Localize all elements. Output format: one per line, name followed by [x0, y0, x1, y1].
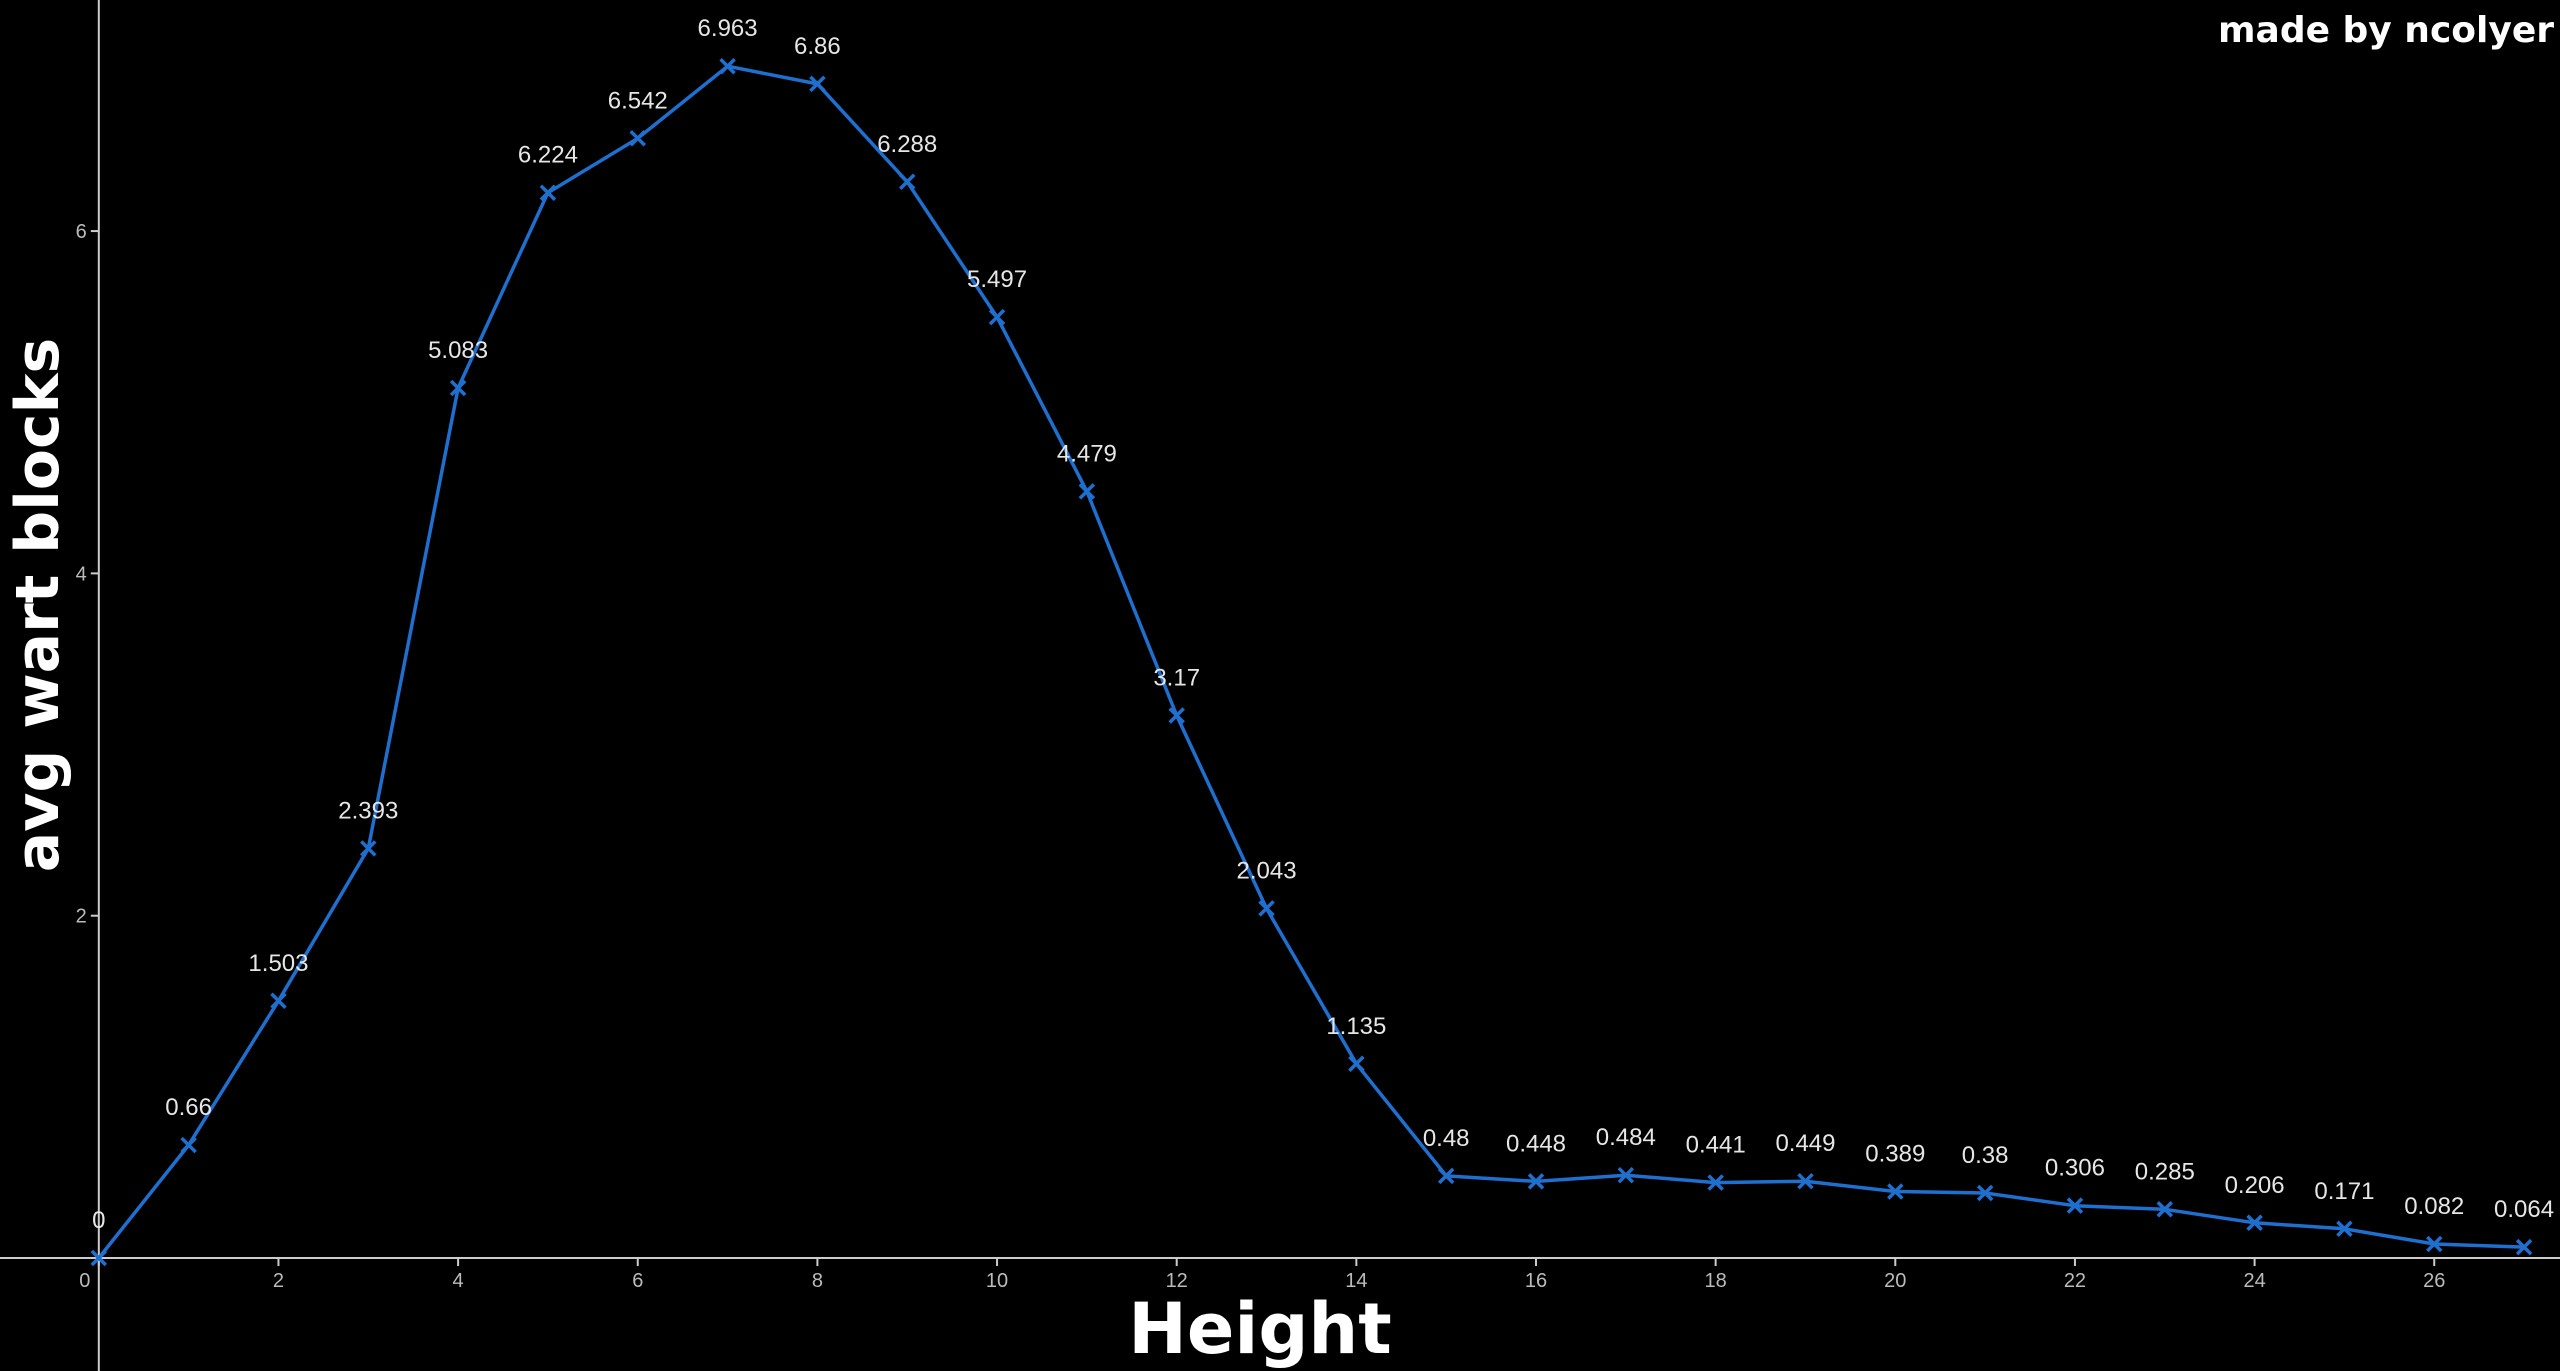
data-point-marker — [2246, 1214, 2263, 1232]
data-label: 2.393 — [338, 797, 398, 824]
x-tick-label: 6 — [632, 1270, 643, 1292]
x-tick-label: 16 — [1525, 1270, 1547, 1292]
data-label: 2.043 — [1236, 857, 1296, 884]
data-point-marker — [629, 130, 646, 147]
x-tick-label: 22 — [2064, 1270, 2086, 1292]
data-label: 6.542 — [608, 87, 668, 114]
data-point-marker — [90, 1249, 108, 1267]
x-tick-label: 12 — [1166, 1270, 1188, 1292]
x-tick-label: 14 — [1345, 1270, 1367, 1292]
data-label: 6.86 — [794, 33, 841, 60]
x-tick-label: 26 — [2423, 1270, 2445, 1292]
data-label: 0 — [92, 1207, 105, 1234]
data-point-marker — [2426, 1235, 2443, 1253]
x-tick-label: 0 — [79, 1270, 90, 1292]
point-labels: 0 0.66 1.503 2.393 5.083 6.224 6.542 6.963 6.86 6… — [92, 15, 2554, 1234]
data-point-marker — [1887, 1183, 1904, 1200]
data-label: 6.224 — [518, 142, 578, 169]
data-point-marker — [1258, 900, 1275, 917]
data-label: 4.479 — [1057, 440, 1117, 467]
data-point-marker — [1617, 1166, 1635, 1184]
y-tick-label: 6 — [76, 221, 87, 243]
data-point-marker — [988, 308, 1006, 326]
data-label: 0.206 — [2225, 1172, 2285, 1199]
data-label: 0.171 — [2314, 1178, 2374, 1205]
series-polyline — [97, 64, 2525, 1260]
data-label: 0.441 — [1686, 1132, 1746, 1159]
data-label: 0.389 — [1865, 1140, 1925, 1167]
data-label: 0.66 — [165, 1094, 212, 1121]
data-point-marker — [809, 75, 826, 93]
x-axis-label: Height — [1128, 1288, 1392, 1370]
series-line — [97, 64, 2525, 1260]
data-point-marker — [898, 173, 916, 191]
data-label: 5.083 — [428, 337, 488, 364]
data-label: 6.963 — [698, 15, 758, 42]
data-point-marker — [449, 379, 467, 397]
data-point-marker — [1707, 1174, 1724, 1191]
x-tick-label: 2 — [273, 1270, 284, 1292]
data-point-marker — [1527, 1173, 1545, 1190]
y-axis-label: avg wart blocks — [3, 337, 73, 873]
y-tick-label: 4 — [76, 563, 87, 585]
x-tick-label: 10 — [986, 1270, 1008, 1292]
data-point-marker — [2066, 1197, 2084, 1214]
data-point-marker — [539, 184, 557, 201]
credit-text: made by ncolyer — [2218, 10, 2554, 51]
x-tick-label: 24 — [2243, 1270, 2265, 1292]
data-label: 0.38 — [1962, 1142, 2009, 1169]
data-label: 1.135 — [1326, 1013, 1386, 1040]
x-tick-label: 20 — [1884, 1270, 1906, 1292]
data-label: 0.48 — [1423, 1125, 1470, 1152]
data-point-marker — [360, 840, 377, 857]
data-point-marker — [1976, 1184, 1994, 1202]
x-tick-label: 18 — [1705, 1270, 1727, 1292]
data-point-marker — [180, 1136, 197, 1154]
data-point-marker — [2156, 1201, 2174, 1218]
x-tick-label: 8 — [812, 1270, 823, 1292]
data-point-marker — [2515, 1238, 2533, 1256]
x-tick-label: 4 — [453, 1270, 464, 1292]
data-point-marker — [1078, 483, 1096, 500]
data-point-marker — [2336, 1220, 2353, 1238]
data-label: 0.484 — [1596, 1124, 1656, 1151]
data-point-marker — [719, 58, 736, 75]
data-label: 5.497 — [967, 266, 1027, 293]
data-label: 6.288 — [877, 131, 937, 158]
data-point-marker — [1797, 1172, 1814, 1190]
data-label: 0.064 — [2494, 1196, 2554, 1223]
data-label: 0.448 — [1506, 1130, 1566, 1157]
y-tick-label: 2 — [76, 906, 87, 928]
data-point-marker — [1437, 1167, 1455, 1185]
data-label: 0.285 — [2135, 1158, 2195, 1185]
data-label: 3.17 — [1153, 664, 1200, 691]
data-label: 0.306 — [2045, 1155, 2105, 1182]
data-point-marker — [1348, 1055, 1365, 1073]
data-point-marker — [270, 992, 287, 1010]
data-label: 0.449 — [1775, 1130, 1835, 1157]
data-point-marker — [1168, 707, 1185, 724]
markers — [90, 58, 2533, 1267]
data-label: 1.503 — [248, 950, 308, 977]
data-label: 0.082 — [2404, 1193, 2464, 1220]
